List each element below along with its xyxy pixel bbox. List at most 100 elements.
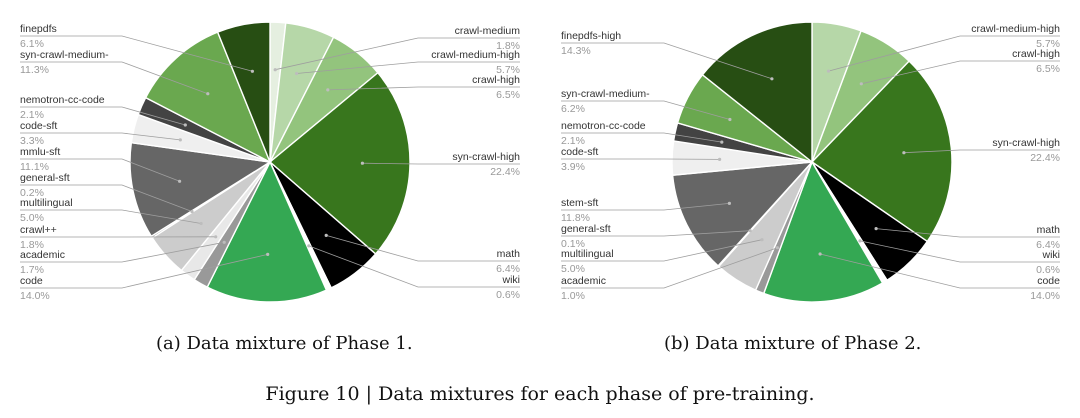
leader-dot-crawl-medium-high (295, 71, 299, 76)
leader-dot-nemotron-cc-code (183, 123, 187, 127)
phase-2-pie-chart: crawl-medium-high 5.7%crawl-high 6.5% syn-c… (561, 21, 1061, 303)
leader-dot-math (874, 227, 878, 231)
slice-label-general-sft: general-sft (20, 172, 70, 184)
slice-label-syn-crawl-high: syn-crawl-high (452, 151, 520, 163)
leader-dot-crawl-high (326, 88, 330, 92)
slice-percent-math: 6.4% (1036, 239, 1060, 251)
leader-dot-multilingual (199, 221, 203, 226)
leader-dot-multilingual (760, 238, 764, 242)
slice-percent-wiki: 0.6% (496, 289, 520, 301)
slice-percent-general-sft: 0.2% (20, 187, 44, 199)
slice-percent-academic: 1.7% (20, 264, 44, 276)
leader-dot-code-sft (718, 157, 722, 161)
pie-slice-syn-crawl-medium (144, 31, 272, 164)
leader-line-syn-crawl-high (903, 149, 1060, 154)
slice-label-code-sft: code-sft (20, 120, 57, 132)
slice-label-crawl-high: crawl-high (1012, 48, 1060, 60)
slice-percent-code: 14.0% (1030, 290, 1060, 302)
slice-percent-crawl-high: 6.5% (1036, 63, 1060, 75)
leader-line-math (326, 235, 520, 262)
slice-label-code: code (20, 275, 43, 287)
slice-label-code: code (1037, 275, 1060, 287)
pie-slice-mmlu-sft (129, 141, 273, 238)
slice-label-finepdfs: finepdfs (20, 23, 57, 35)
slice-label-nemotron-cc-code: nemotron-cc-code (561, 120, 646, 132)
leader-dot-crawl (214, 235, 218, 239)
slice-label-general-sft: general-sft (561, 223, 611, 235)
figure-caption: Figure 10 | Data mixtures for each phase… (265, 383, 815, 405)
slice-percent-syn-crawl-high: 22.4% (490, 166, 520, 178)
slice-label-crawl-medium: crawl-medium (455, 25, 521, 37)
slice-label-multilingual: multilingual (561, 248, 614, 260)
leader-dot-stem-sft (727, 201, 732, 205)
slice-percent-crawl-medium-high: 5.7% (1036, 38, 1060, 50)
slice-percent-syn-crawl-medium: 6.2% (561, 103, 585, 115)
slice-percent-code: 14.0% (20, 290, 50, 302)
leader-dot-wiki (307, 244, 311, 248)
slice-label-multilingual: multilingual (20, 197, 73, 209)
slice-percent-mmlu-sft: 11.1% (20, 161, 49, 173)
slice-percent-code-sft: 3.9% (561, 161, 585, 173)
leader-line-mmlu-sft (20, 158, 180, 182)
leader-dot-finepdfs (250, 69, 254, 73)
phase-2-caption: (b) Data mixture of Phase 2. (664, 333, 922, 354)
phase-1-pie-chart: crawl-medium1.8%crawl-medium-high5.7%cra… (20, 21, 521, 303)
leader-dot-syn-crawl-high (360, 161, 364, 165)
slice-label-wiki: wiki (502, 274, 521, 286)
leader-line-academic (20, 241, 225, 263)
leader-dot-code-sft (178, 138, 182, 142)
slice-label-nemotron-cc-code: nemotron-cc-code (20, 94, 105, 106)
slice-percent-academic: 1.0% (561, 290, 585, 302)
slice-label-wiki: wiki (1042, 249, 1061, 261)
slice-label-stem-sft: stem-sft (561, 197, 598, 209)
leader-dot-syn-crawl-medium (728, 117, 732, 122)
leader-dot-mmlu-sft (178, 179, 182, 183)
slice-label-mmlu-sft: mmlu-sft (20, 146, 60, 158)
slice-label-math: math (497, 248, 521, 260)
leader-line-nemotron-cc-code (20, 106, 186, 126)
leader-line-crawl-medium (275, 37, 520, 71)
leader-line-crawl-medium-high (828, 35, 1060, 72)
slice-label-crawl-medium-high: crawl-medium-high (971, 23, 1060, 35)
leader-line-crawl-medium-high (296, 61, 520, 74)
slice-label-code-sft: code-sft (561, 146, 598, 158)
leader-line-academic (561, 247, 778, 289)
leader-line-multilingual (561, 239, 763, 262)
leader-dot-crawl-medium (273, 68, 277, 72)
slice-percent-multilingual: 5.0% (561, 263, 585, 275)
leader-dot-code (266, 252, 270, 256)
leader-dot-crawl-medium-high (826, 69, 831, 73)
leader-dot-wiki (858, 239, 862, 243)
leader-dot-crawl-high (859, 82, 863, 86)
pie-slice-code (762, 160, 884, 303)
leader-line-syn-crawl-medium (561, 100, 731, 120)
leader-dot-syn-crawl-medium (206, 92, 210, 96)
leader-line-general-sft (20, 184, 193, 212)
phase-1-caption: (a) Data mixture of Phase 1. (156, 333, 413, 354)
slice-percent-math: 6.4% (496, 263, 520, 275)
slice-label-crawl-medium-high: crawl-medium-high (431, 49, 520, 61)
leader-dot-code (818, 252, 822, 256)
slice-label-academic: academic (561, 275, 606, 287)
leader-line-stem-sft (561, 203, 730, 211)
pie-slice-finepdfs (216, 21, 271, 163)
leader-dot-nemotron-cc-code (720, 140, 724, 144)
slice-percent-stem-sft: 11.8% (561, 212, 590, 224)
slice-label-syn-crawl-medium: syn-crawl-medium- (561, 88, 650, 100)
leader-dot-academic (775, 246, 780, 250)
leader-line-crawl-high (861, 60, 1060, 85)
slice-percent-multilingual: 5.0% (20, 212, 44, 224)
leader-line-code (820, 253, 1060, 289)
slice-percent-finepdfs: 6.1% (20, 38, 44, 50)
leader-dot-academic (222, 240, 226, 244)
leader-dot-general-sft (748, 229, 752, 233)
pie-slice-stem-sft (671, 161, 814, 267)
leader-line-finepdfs-high (561, 42, 773, 80)
leader-line-code (20, 254, 268, 289)
leader-line-code-sft (20, 132, 181, 141)
slice-label-math: math (1037, 224, 1061, 236)
slice-percent-syn-crawl-medium: 11.3% (20, 64, 49, 76)
slice-label-syn-crawl-high: syn-crawl-high (992, 137, 1060, 149)
leader-line-wiki (308, 245, 520, 288)
